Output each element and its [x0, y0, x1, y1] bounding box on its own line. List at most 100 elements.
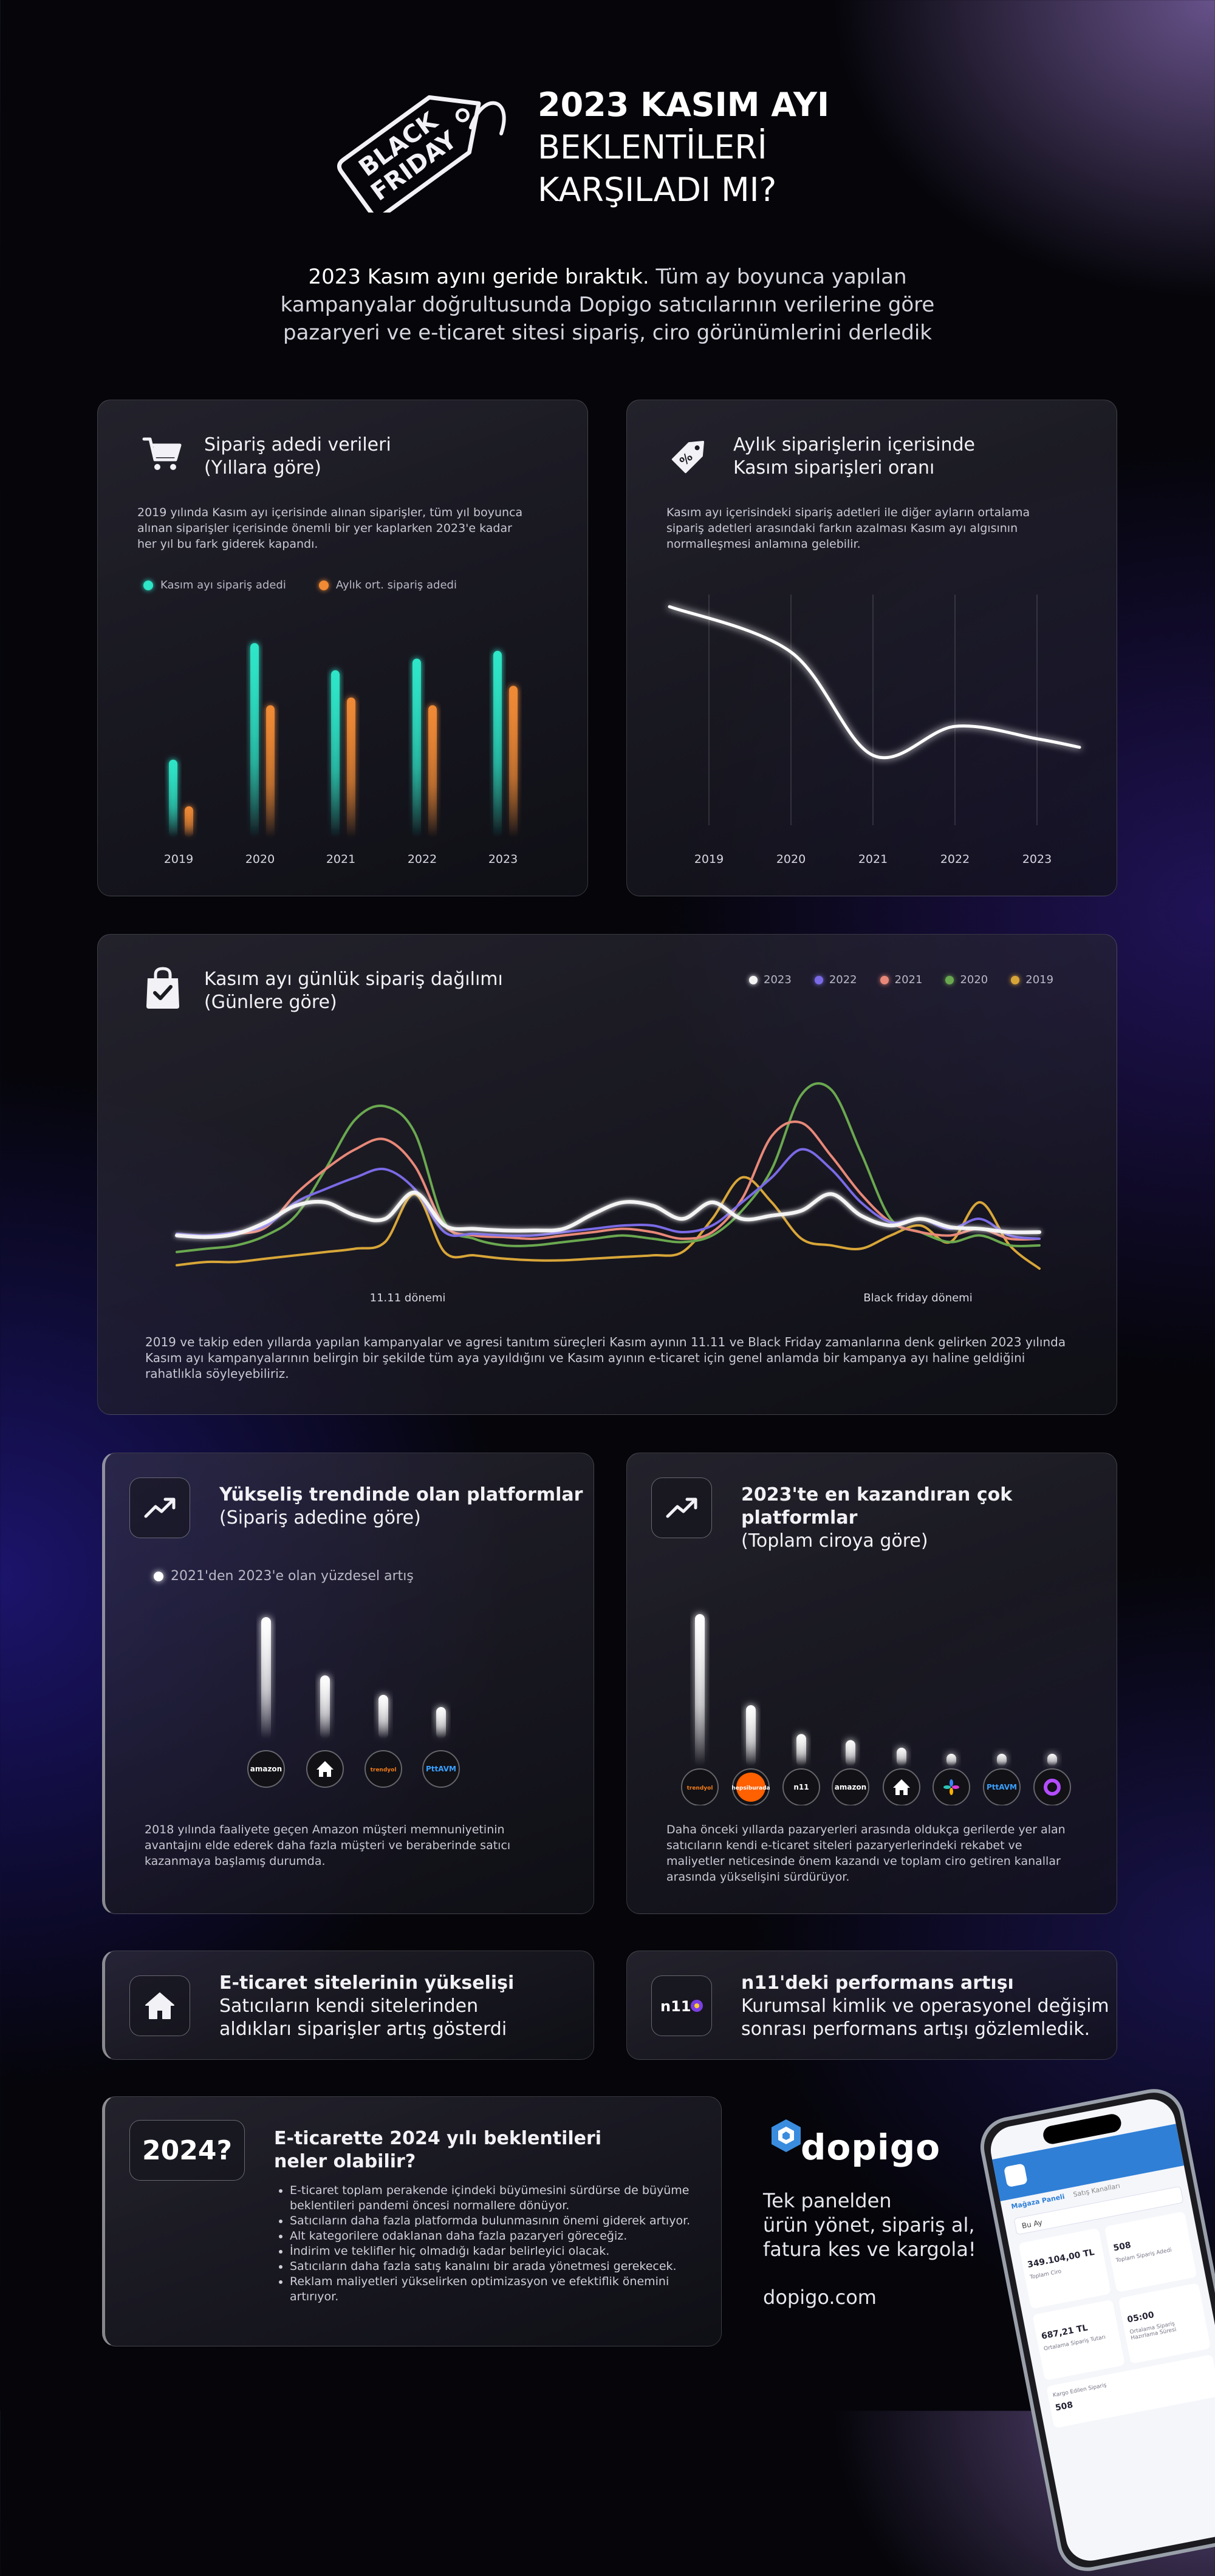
legend-label: 2021 — [894, 973, 923, 986]
list-item: İndirim ve teklifler hiç olmadığı kadar … — [290, 2244, 703, 2259]
legend-label-average: Aylık ort. sipariş adedi — [335, 579, 457, 591]
daily-description: 2019 ve takip eden yıllarda yapılan kamp… — [145, 1334, 1081, 1382]
ecommerce-rise-panel: E-ticaret sitelerinin yükselişi Satıcıla… — [102, 1951, 594, 2060]
platform-logo-home — [306, 1750, 344, 1788]
bar-Aylık ort. sipariş adedi-2022 — [428, 705, 437, 837]
intro-text: 2023 Kasım ayını geride bıraktık. Tüm ay… — [182, 263, 1033, 347]
x-tick-label: 2023 — [488, 853, 518, 866]
top-title: 2023'te en kazandıran çok platformlar (T… — [741, 1484, 1117, 1553]
svg-text:n11: n11 — [793, 1783, 809, 1791]
rising-desc-3: kazanmaya başlamış durumda. — [145, 1855, 326, 1868]
bar-amazon — [846, 1740, 855, 1766]
trend-up-icon — [666, 1498, 697, 1518]
orders-title-1: Sipariş adedi verileri — [204, 434, 391, 455]
legend-dot — [749, 975, 758, 984]
platform-logo-trendyol: trendyol — [681, 1768, 719, 1805]
rising-desc-2: avantajını elde ederek daha fazla müşter… — [145, 1839, 511, 1852]
n11-title: n11'deki performans artışı — [741, 1972, 1014, 1994]
expectations-title-2: neler olabilir? — [274, 2151, 416, 2172]
intro-line-3: pazaryeri ve e-ticaret sitesi sipariş, c… — [283, 321, 932, 345]
legend-label: 2022 — [829, 973, 857, 986]
cart-icon — [142, 437, 182, 470]
x-tick-label: 2021 — [326, 853, 355, 866]
ratio-description: Kasım ayı içerisindeki sipariş adetleri … — [666, 505, 1092, 552]
daily-distribution-panel: Kasım ayı günlük sipariş dağılımı (Günle… — [97, 934, 1117, 1415]
title-line-3: KARŞILADI MI? — [538, 171, 777, 209]
platform-logo-çiçeksepeti — [933, 1768, 970, 1805]
stat-value: 508 — [1054, 2400, 1074, 2413]
rising-title: Yükseliş trendinde olan platformlar (Sip… — [219, 1484, 583, 1530]
expectations-list: E-ticaret toplam perakende içindeki büyü… — [274, 2183, 703, 2305]
x-tick-label: 2019 — [164, 853, 193, 866]
ecommerce-title: E-ticaret sitelerinin yükselişi — [219, 1972, 515, 1994]
bar-home — [320, 1675, 330, 1739]
top-desc-4: arasında yükselişini sürdürüyor. — [666, 1870, 850, 1884]
top-title-1: 2023'te en kazandıran çok platformlar — [741, 1484, 1013, 1528]
daily-desc-3: rahatlıkla söyleyebiliriz. — [145, 1366, 289, 1381]
ratio-desc-1: Kasım ayı içerisindeki sipariş adetleri … — [666, 506, 1030, 519]
dopigo-url[interactable]: dopigo.com — [763, 2286, 877, 2309]
bar-Kasım ayı sipariş adedi-2021 — [331, 670, 340, 837]
top-desc-1: Daha önceki yıllarda pazaryerleri arasın… — [666, 1823, 1066, 1836]
orders-title: Sipariş adedi verileri (Yıllara göre) — [204, 434, 391, 480]
ratio-desc-2: sipariş adetleri arasındaki farkın azalm… — [666, 522, 1018, 535]
platform-logo-pazarama — [1033, 1768, 1071, 1805]
daily-series-2022 — [176, 1148, 1041, 1240]
dopigo-brand: dopigo — [801, 2127, 941, 2168]
x-tick-label: 2021 — [858, 853, 888, 866]
daily-title: Kasım ayı günlük sipariş dağılımı (Günle… — [204, 968, 503, 1014]
stat-card: 508 Toplam Sipariş Adedi — [1104, 2211, 1197, 2292]
expectations-title-1: E-ticarette 2024 yılı beklentileri — [274, 2128, 602, 2149]
x-tick-label: 2020 — [245, 853, 275, 866]
list-item: Satıcıların daha fazla satış kanalını bi… — [290, 2259, 703, 2274]
daily-title-1: Kasım ayı günlük sipariş dağılımı — [204, 969, 503, 990]
list-item: Alt kategorilere odaklanan daha fazla pa… — [290, 2229, 703, 2244]
legend-label-november: Kasım ayı sipariş adedi — [160, 579, 286, 591]
ratio-desc-3: normalleşmesi anlamına gelebilir. — [666, 537, 861, 551]
platform-logo-amazon: amazon — [832, 1768, 869, 1805]
orders-bar-chart: 2019 2020 2021 2022 2023 — [164, 643, 518, 866]
title-line-1: 2023 KASIM AYI — [538, 86, 830, 124]
n11-desc-1: Kurumsal kimlik ve operasyonel değişim — [741, 1995, 1109, 2017]
list-item: Satıcıların daha fazla platformda bulunm… — [290, 2213, 703, 2229]
bar-trendyol — [695, 1614, 705, 1766]
dopigo-logo-icon — [772, 2119, 801, 2152]
top-desc-3: maliyetler neticesinde önem kazandı ve t… — [666, 1855, 1061, 1868]
orders-description: 2019 yılında Kasım ayı içerisinde alınan… — [137, 505, 563, 552]
daily-desc-2: Kasım ayı kampanyalarının belirgin bir ş… — [145, 1351, 1025, 1365]
rising-description: 2018 yılında faaliyete geçen Amazon müşt… — [145, 1822, 570, 1869]
stat-label: Toplam Ciro — [1029, 2268, 1063, 2281]
ratio-series-line — [668, 605, 1081, 760]
title-line-2: BEKLENTİLERİ — [538, 128, 767, 166]
home-icon — [145, 1992, 174, 2019]
legend-dot — [814, 975, 823, 984]
bar-Kasım ayı sipariş adedi-2023 — [493, 650, 502, 837]
rising-icon-box — [129, 1477, 190, 1538]
bar-Aylık ort. sipariş adedi-2023 — [509, 686, 518, 837]
page-title: 2023 KASIM AYI BEKLENTİLERİ KARŞILADI MI… — [538, 84, 829, 211]
stat-card: 687,21 TL Ortalama Sipariş Tutarı — [1032, 2299, 1125, 2381]
daily-desc-1: 2019 ve takip eden yıllarda yapılan kamp… — [145, 1335, 1066, 1349]
ecommerce-desc-2: aldıkları siparişler artış gösterdi — [219, 2019, 507, 2040]
svg-text:amazon: amazon — [835, 1783, 866, 1791]
svg-text:hepsiburada: hepsiburada — [731, 1785, 770, 1791]
stat-card: 349.104,00 TL Toplam Ciro — [1018, 2227, 1111, 2309]
stat-value: 349.104,00 TL — [1026, 2247, 1095, 2271]
platform-logo-n11: n11 — [782, 1768, 820, 1805]
bar-n11 — [796, 1734, 806, 1766]
list-item: E-ticaret toplam perakende içindeki büyü… — [290, 2183, 703, 2213]
legend-label: 2020 — [960, 973, 988, 986]
svg-text:PttAVM: PttAVM — [987, 1783, 1017, 1791]
promo-tagline: Tek panelden ürün yönet, sipariş al, fat… — [763, 2189, 976, 2261]
svg-text:n11: n11 — [660, 1998, 691, 2015]
bar-Aylık ort. sipariş adedi-2020 — [266, 705, 275, 837]
phone-mockup: Mağaza Paneli Satış Kanalları Bu Ay 349.… — [975, 2082, 1215, 2576]
legend-label: 2023 — [764, 973, 792, 986]
legend-label: 2019 — [1025, 973, 1054, 986]
legend-dot-white — [154, 1571, 163, 1581]
ratio-line-chart: 2019 2020 2021 2022 2023 — [668, 595, 1081, 866]
platform-logo-home — [883, 1768, 920, 1805]
svg-text:trendyol: trendyol — [687, 1785, 713, 1791]
n11-text: n11'deki performans artışı Kurumsal kiml… — [741, 1972, 1109, 2041]
n11-desc-2: sonrası performans artışı gözlemledik. — [741, 2019, 1090, 2040]
